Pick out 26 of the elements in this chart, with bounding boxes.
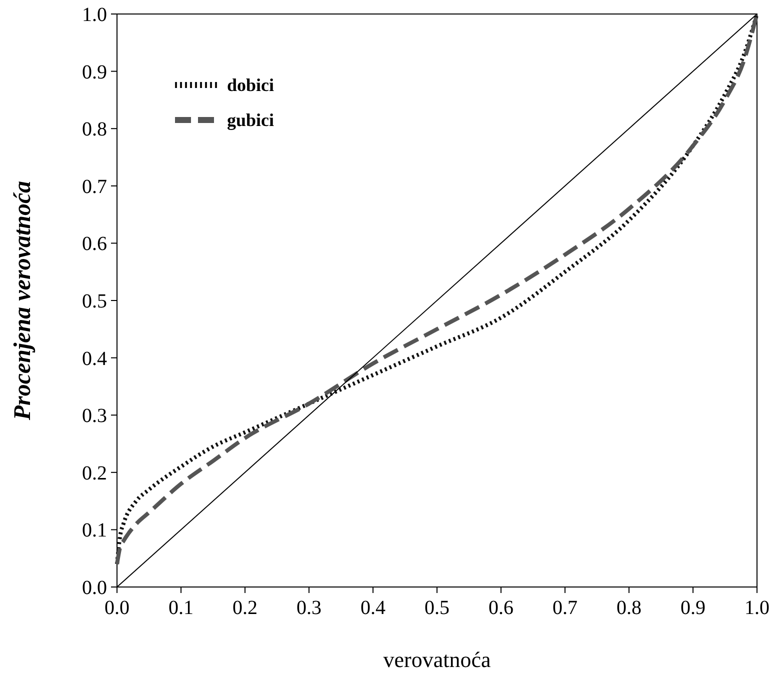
x-tick-label: 0.2 <box>232 597 258 619</box>
y-tick-label: 0.4 <box>82 348 107 370</box>
x-tick-label: 0.9 <box>680 597 706 619</box>
x-tick-label: 0.1 <box>168 597 194 619</box>
y-tick-label: 0.6 <box>82 233 107 256</box>
x-tick-label: 0.3 <box>296 597 322 619</box>
y-tick-label: 0.5 <box>82 290 107 312</box>
legend-label: dobici <box>227 75 274 95</box>
y-tick-label: 0.1 <box>82 520 107 542</box>
y-tick-label: 0.7 <box>82 176 107 198</box>
y-axis-title: Procenjena verovatnoća <box>10 180 36 422</box>
x-tick-label: 0.4 <box>360 597 386 619</box>
legend-label: gubici <box>227 110 274 130</box>
y-tick-label: 0.0 <box>82 577 107 599</box>
y-tick-label: 0.2 <box>82 462 107 484</box>
y-tick-label: 0.9 <box>82 61 107 84</box>
x-tick-label: 0.6 <box>488 597 514 619</box>
y-tick-label: 0.8 <box>82 118 107 141</box>
x-tick-label: 0.7 <box>552 597 578 619</box>
y-tick-label: 1.0 <box>82 4 107 26</box>
x-tick-label: 0.0 <box>104 597 130 619</box>
x-tick-label: 0.8 <box>616 597 642 619</box>
x-tick-label: 1.0 <box>744 597 770 619</box>
x-tick-label: 0.5 <box>424 597 450 619</box>
x-axis-title: verovatnoća <box>383 647 491 672</box>
y-tick-label: 0.3 <box>82 405 107 428</box>
